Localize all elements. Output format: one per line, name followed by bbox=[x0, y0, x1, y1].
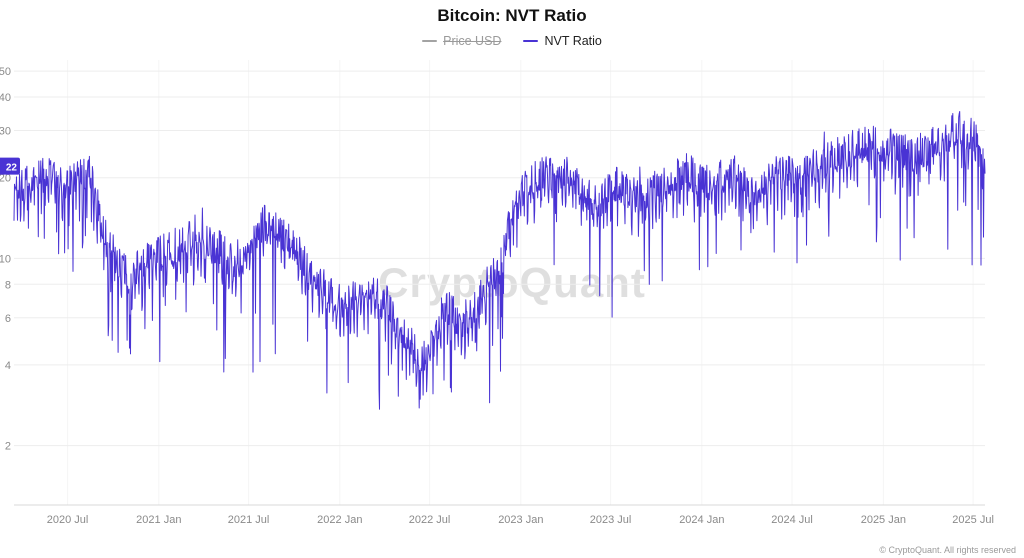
svg-text:8: 8 bbox=[5, 279, 11, 291]
svg-text:2020 Jul: 2020 Jul bbox=[47, 514, 89, 526]
svg-text:2: 2 bbox=[5, 441, 11, 453]
svg-text:10: 10 bbox=[0, 253, 11, 265]
svg-text:2022 Jul: 2022 Jul bbox=[409, 514, 451, 526]
svg-text:2023 Jul: 2023 Jul bbox=[590, 514, 632, 526]
legend-item-nvt-ratio[interactable]: NVT Ratio bbox=[523, 34, 602, 48]
legend-label-price-usd: Price USD bbox=[443, 34, 502, 48]
svg-text:2025 Jul: 2025 Jul bbox=[952, 514, 994, 526]
legend-item-price-usd[interactable]: Price USD bbox=[422, 34, 501, 48]
legend-label-nvt-ratio: NVT Ratio bbox=[544, 34, 602, 48]
svg-text:2021 Jan: 2021 Jan bbox=[136, 514, 181, 526]
chart-title: Bitcoin: NVT Ratio bbox=[437, 6, 587, 25]
chart-header: Bitcoin: NVT Ratio Price USD NVT Ratio bbox=[0, 0, 1024, 48]
svg-text:2021 Jul: 2021 Jul bbox=[228, 514, 270, 526]
legend: Price USD NVT Ratio bbox=[0, 34, 1024, 48]
copyright-notice: © CryptoQuant. All rights reserved bbox=[879, 545, 1016, 555]
svg-text:20: 20 bbox=[0, 173, 11, 185]
svg-text:40: 40 bbox=[0, 92, 11, 104]
svg-text:50: 50 bbox=[0, 66, 11, 78]
svg-text:2022 Jan: 2022 Jan bbox=[317, 514, 362, 526]
svg-text:2024 Jul: 2024 Jul bbox=[771, 514, 813, 526]
svg-text:6: 6 bbox=[5, 313, 11, 325]
svg-text:2024 Jan: 2024 Jan bbox=[679, 514, 724, 526]
svg-text:22: 22 bbox=[6, 163, 18, 174]
svg-text:30: 30 bbox=[0, 126, 11, 138]
svg-text:2025 Jan: 2025 Jan bbox=[861, 514, 906, 526]
price-usd-line-icon bbox=[422, 40, 438, 42]
svg-text:2023 Jan: 2023 Jan bbox=[498, 514, 543, 526]
svg-text:4: 4 bbox=[5, 360, 11, 372]
nvt-ratio-line-icon bbox=[523, 40, 539, 42]
